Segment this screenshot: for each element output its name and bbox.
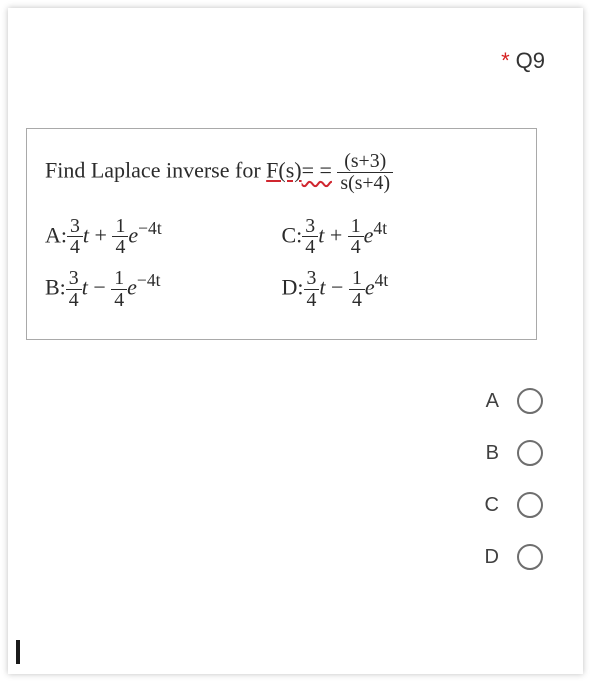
- option-d-label: D:: [282, 274, 304, 299]
- radio-icon[interactable]: [517, 544, 543, 570]
- option-c-label: C:: [282, 222, 303, 247]
- answer-b-label: B: [475, 442, 499, 465]
- option-b-label: B:: [45, 274, 66, 299]
- option-d: D:34t − 14e4t: [282, 268, 519, 311]
- radio-icon[interactable]: [517, 388, 543, 414]
- prompt-fraction: (s+3) s(s+4): [337, 151, 393, 194]
- answer-radio-group: A B C D: [475, 388, 543, 596]
- answer-options-grid: A:34t + 14e−4t C:34t + 14e4t B:34t − 14e…: [45, 216, 518, 311]
- answer-c[interactable]: C: [475, 492, 543, 518]
- radio-icon[interactable]: [517, 492, 543, 518]
- page-frame: *Q9 Find Laplace inverse for F(s)= = (s+…: [8, 8, 583, 674]
- question-number: *Q9: [501, 48, 545, 74]
- option-b: B:34t − 14e−4t: [45, 268, 282, 311]
- question-number-label: Q9: [516, 48, 545, 73]
- option-c: C:34t + 14e4t: [282, 216, 519, 259]
- prompt-lead: Find Laplace inverse for: [45, 157, 266, 182]
- option-a-label: A:: [45, 222, 67, 247]
- answer-d-label: D: [475, 546, 499, 569]
- prompt-frac-num: (s+3): [337, 151, 393, 172]
- answer-a-label: A: [475, 390, 499, 413]
- required-asterisk: *: [501, 48, 510, 73]
- prompt-fn-left: F(s): [266, 157, 301, 182]
- prompt-frac-den: s(s+4): [337, 172, 393, 194]
- answer-c-label: C: [475, 494, 499, 517]
- option-a: A:34t + 14e−4t: [45, 216, 282, 259]
- answer-d[interactable]: D: [475, 544, 543, 570]
- answer-b[interactable]: B: [475, 440, 543, 466]
- question-image: Find Laplace inverse for F(s)= = (s+3) s…: [26, 128, 537, 340]
- radio-icon[interactable]: [517, 440, 543, 466]
- question-prompt: Find Laplace inverse for F(s)= = (s+3) s…: [45, 151, 518, 194]
- prompt-fn-right: = =: [302, 157, 332, 182]
- answer-a[interactable]: A: [475, 388, 543, 414]
- text-cursor: [16, 640, 20, 664]
